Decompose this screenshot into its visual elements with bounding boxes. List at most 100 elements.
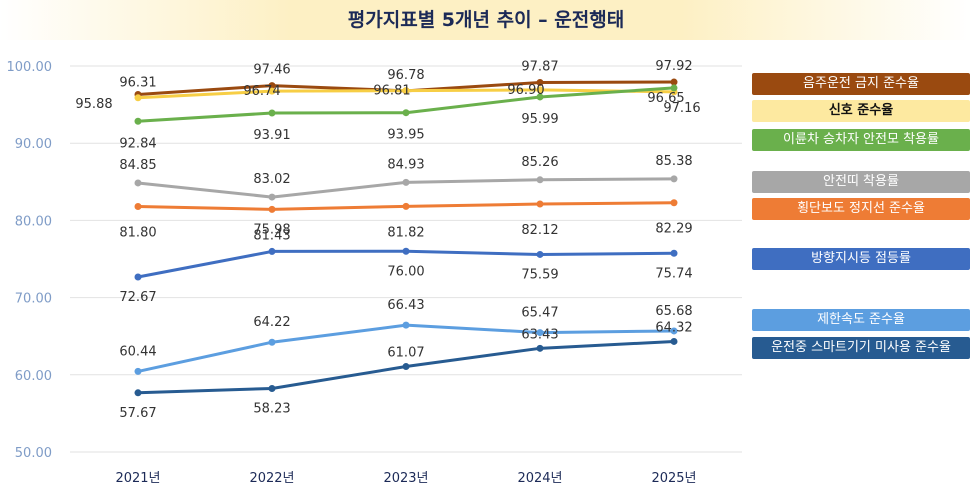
series-layer (134, 78, 678, 397)
x-tick-label: 2025년 (651, 471, 696, 486)
data-point (268, 82, 276, 90)
data-point (670, 337, 678, 345)
data-point (268, 247, 276, 255)
data-point (268, 338, 276, 346)
data-label: 82.29 (655, 222, 692, 237)
data-label: 96.74 (243, 84, 280, 99)
data-label: 63.43 (521, 327, 558, 342)
data-label: 75.98 (253, 222, 290, 237)
y-tick-label: 60.00 (15, 369, 52, 384)
data-label: 64.32 (655, 320, 692, 335)
data-point (536, 200, 544, 208)
data-point (134, 273, 142, 281)
data-label: 84.93 (387, 157, 424, 172)
data-label: 85.26 (521, 155, 558, 170)
data-point (268, 109, 276, 117)
data-point (402, 178, 410, 186)
data-label: 96.78 (387, 68, 424, 83)
data-label: 83.02 (253, 172, 290, 187)
y-tick-label: 80.00 (15, 214, 52, 229)
legend-item: 이륜차 승차자 안전모 착용률 (752, 129, 970, 151)
data-label: 96.90 (507, 83, 544, 98)
data-point (670, 84, 678, 92)
y-tick-label: 70.00 (15, 292, 52, 307)
data-label: 95.99 (521, 112, 558, 127)
data-label: 66.43 (387, 298, 424, 313)
data-label: 93.95 (387, 128, 424, 143)
label-layer: 96.31 97.46 96.78 97.87 97.92 95.88 96.74 96.81… (75, 59, 700, 421)
legend-item: 안전띠 착용률 (752, 171, 970, 193)
legend-item: 방향지시등 점등률 (752, 248, 970, 270)
data-label: 72.67 (119, 290, 156, 305)
data-label: 75.74 (655, 266, 692, 281)
data-label: 96.81 (373, 84, 410, 99)
data-label: 60.44 (119, 344, 156, 359)
data-point (670, 175, 678, 183)
data-label: 93.91 (253, 128, 290, 143)
data-point (402, 321, 410, 329)
grid-layer (70, 65, 742, 453)
data-point (402, 202, 410, 210)
data-label: 76.00 (387, 264, 424, 279)
x-tick-label: 2021년 (115, 471, 160, 486)
data-point (402, 87, 410, 95)
data-label: 92.84 (119, 136, 156, 151)
data-label: 75.59 (521, 267, 558, 282)
data-label: 97.16 (663, 101, 700, 116)
data-point (536, 344, 544, 352)
legend-item: 음주운전 금지 준수율 (752, 73, 970, 95)
data-label: 84.85 (119, 158, 156, 173)
axis-layer: 50.00 60.00 70.00 80.00 90.00 100.00 2021년 2022… (7, 60, 697, 486)
x-tick-label: 2024년 (517, 471, 562, 486)
data-label: 65.68 (655, 304, 692, 319)
legend-item: 제한속도 준수율 (752, 309, 970, 331)
data-label: 82.12 (521, 223, 558, 238)
legend-item: 운전중 스마트기기 미사용 준수율 (752, 337, 970, 359)
data-point (670, 199, 678, 207)
data-point (134, 367, 142, 375)
data-label: 58.23 (253, 401, 290, 416)
data-label: 85.38 (655, 154, 692, 169)
data-point (536, 93, 544, 101)
data-label: 96.65 (647, 91, 684, 106)
data-point (268, 205, 276, 213)
data-point (134, 389, 142, 397)
x-tick-label: 2023년 (383, 471, 428, 486)
data-point (134, 94, 142, 102)
data-point (536, 176, 544, 184)
data-point (670, 249, 678, 257)
data-label: 97.92 (655, 59, 692, 74)
data-point (402, 109, 410, 117)
data-point (536, 86, 544, 94)
data-point (402, 363, 410, 371)
data-label: 81.82 (387, 225, 424, 240)
data-label: 81.80 (119, 226, 156, 241)
data-point (536, 78, 544, 86)
data-label: 81.43 (253, 228, 290, 243)
data-label: 95.88 (75, 97, 112, 112)
y-tick-label: 50.00 (15, 446, 52, 461)
data-label: 97.46 (253, 63, 290, 78)
data-point (134, 179, 142, 187)
x-tick-label: 2022년 (249, 471, 294, 486)
data-label: 61.07 (387, 346, 424, 361)
data-point (670, 78, 678, 86)
data-label: 96.31 (119, 75, 156, 90)
data-label: 97.87 (521, 59, 558, 74)
data-point (268, 384, 276, 392)
chart-title: 평가지표별 5개년 추이 – 운전행태 (0, 0, 972, 40)
y-tick-label: 100.00 (7, 60, 53, 75)
data-point (536, 250, 544, 258)
data-point (670, 327, 678, 335)
legend-item: 횡단보도 정지선 준수율 (752, 198, 970, 220)
y-tick-label: 90.00 (15, 137, 52, 152)
data-point (268, 193, 276, 201)
data-label: 64.22 (253, 315, 290, 330)
data-label: 65.47 (521, 306, 558, 321)
data-label: 57.67 (119, 406, 156, 421)
data-point (268, 87, 276, 95)
data-point (402, 247, 410, 255)
data-point (536, 329, 544, 337)
